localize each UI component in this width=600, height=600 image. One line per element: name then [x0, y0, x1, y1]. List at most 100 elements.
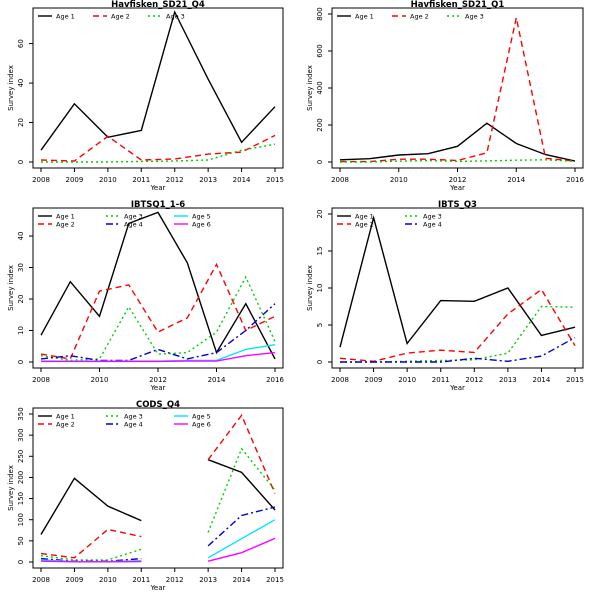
- legend-label: Age 1: [355, 213, 374, 221]
- x-tick-label: 2008: [32, 376, 50, 384]
- legend-label: Age 2: [111, 13, 130, 21]
- plot-frame: [32, 7, 284, 169]
- series-line: [207, 537, 276, 562]
- y-axis-label: Survey index: [7, 465, 15, 511]
- y-axis-label: Survey index: [306, 265, 314, 311]
- y-tick-label: 250: [17, 450, 25, 463]
- y-tick-label: 300: [17, 428, 25, 441]
- legend-label: Age 2: [56, 421, 75, 429]
- series-line: [207, 506, 276, 547]
- x-tick-label: 2008: [331, 176, 349, 184]
- legend-label: Age 3: [124, 213, 143, 221]
- y-axis-label: Survey index: [7, 265, 15, 311]
- chart-panel: Havfisken_SD21_Q1 2008 2010 2012 2014 2016 Yea…: [306, 0, 584, 192]
- legend-label: Age 4: [423, 221, 442, 229]
- x-axis-label: Year: [449, 184, 465, 192]
- y-tick-label: 0: [316, 360, 324, 364]
- series-line: [340, 305, 576, 363]
- x-tick-label: 2008: [32, 176, 50, 184]
- series-line: [40, 211, 276, 360]
- x-tick-label: 2013: [199, 176, 217, 184]
- plot-frame: [32, 207, 284, 369]
- legend-label: Age 2: [56, 221, 75, 229]
- series-line: [40, 548, 142, 561]
- x-tick-label: 2008: [32, 576, 50, 584]
- x-tick-label: 2008: [331, 376, 349, 384]
- legend-label: Age 1: [56, 413, 75, 421]
- y-tick-label: 20: [17, 295, 25, 304]
- y-tick-label: 15: [316, 247, 324, 256]
- x-axis-label: Year: [150, 384, 166, 392]
- series-line: [40, 262, 276, 360]
- x-tick-label: 2010: [390, 176, 408, 184]
- series-line: [207, 447, 276, 533]
- series-line: [40, 528, 142, 559]
- plot-frame: [331, 7, 584, 169]
- y-tick-label: 600: [316, 44, 324, 57]
- x-tick-label: 2010: [91, 376, 109, 384]
- y-tick-label: 400: [316, 81, 324, 94]
- series-line: [339, 288, 576, 363]
- chart-panel: IBTSQ1_1-6 2008 2010 2012 2014 2016 Year 0 10 20 3…: [7, 200, 284, 392]
- y-tick-label: 0: [17, 560, 25, 564]
- x-axis-label: Year: [150, 184, 166, 192]
- legend-label: Age 5: [192, 213, 211, 221]
- x-tick-label: 2012: [166, 176, 184, 184]
- legend-label: Age 1: [56, 13, 75, 21]
- y-tick-label: 40: [17, 79, 25, 88]
- x-tick-label: 2012: [149, 376, 167, 384]
- x-tick-label: 2010: [99, 576, 117, 584]
- plot-frame: [32, 407, 284, 569]
- y-tick-label: 40: [17, 232, 25, 241]
- series-line: [340, 17, 576, 163]
- y-tick-label: 30: [17, 263, 25, 272]
- x-tick-label: 2010: [398, 376, 416, 384]
- y-tick-label: 350: [17, 407, 25, 420]
- y-tick-label: 150: [17, 492, 25, 505]
- series-line: [40, 10, 276, 151]
- legend-label: Age 3: [124, 413, 143, 421]
- legend-label: Age 2: [410, 13, 429, 21]
- x-tick-label: 2009: [66, 576, 84, 584]
- x-tick-label: 2016: [266, 376, 284, 384]
- series-line: [339, 122, 576, 162]
- y-tick-label: 100: [17, 513, 25, 526]
- y-tick-label: 60: [17, 39, 25, 48]
- y-tick-label: 10: [17, 326, 25, 335]
- y-tick-label: 10: [316, 284, 324, 293]
- series-line: [339, 214, 576, 348]
- chart-title: IBTS_Q3: [438, 200, 477, 210]
- y-tick-label: 0: [17, 160, 25, 164]
- y-axis-label: Survey index: [306, 65, 314, 111]
- legend-label: Age 3: [166, 13, 185, 21]
- x-tick-label: 2013: [199, 576, 217, 584]
- series-line: [41, 143, 276, 163]
- series-line: [207, 459, 276, 511]
- legend-label: Age 5: [192, 413, 211, 421]
- x-tick-label: 2009: [365, 376, 383, 384]
- legend: Age 1 Age 2 Age 3: [337, 13, 484, 21]
- legend-label: Age 1: [56, 213, 75, 221]
- series-line: [40, 275, 276, 362]
- chart-title: IBTSQ1_1-6: [131, 200, 185, 210]
- legend-label: Age 2: [355, 221, 374, 229]
- y-tick-label: 5: [316, 323, 324, 327]
- y-tick-label: 20: [316, 210, 324, 219]
- y-tick-label: 20: [17, 118, 25, 127]
- chart-panel: CODS_Q4 2008 2009 2010 2011 2012 2013 2014 2015 Y…: [7, 400, 284, 592]
- legend-label: Age 3: [465, 13, 484, 21]
- legend-label: Age 3: [423, 213, 442, 221]
- x-tick-label: 2015: [266, 176, 284, 184]
- x-tick-label: 2010: [99, 176, 117, 184]
- legend-label: Age 6: [192, 221, 211, 229]
- y-tick-label: 800: [316, 7, 324, 20]
- series-line: [340, 336, 576, 363]
- x-tick-label: 2015: [566, 376, 584, 384]
- x-tick-label: 2012: [449, 176, 467, 184]
- y-axis-label: Survey index: [7, 65, 15, 111]
- x-tick-label: 2009: [66, 176, 84, 184]
